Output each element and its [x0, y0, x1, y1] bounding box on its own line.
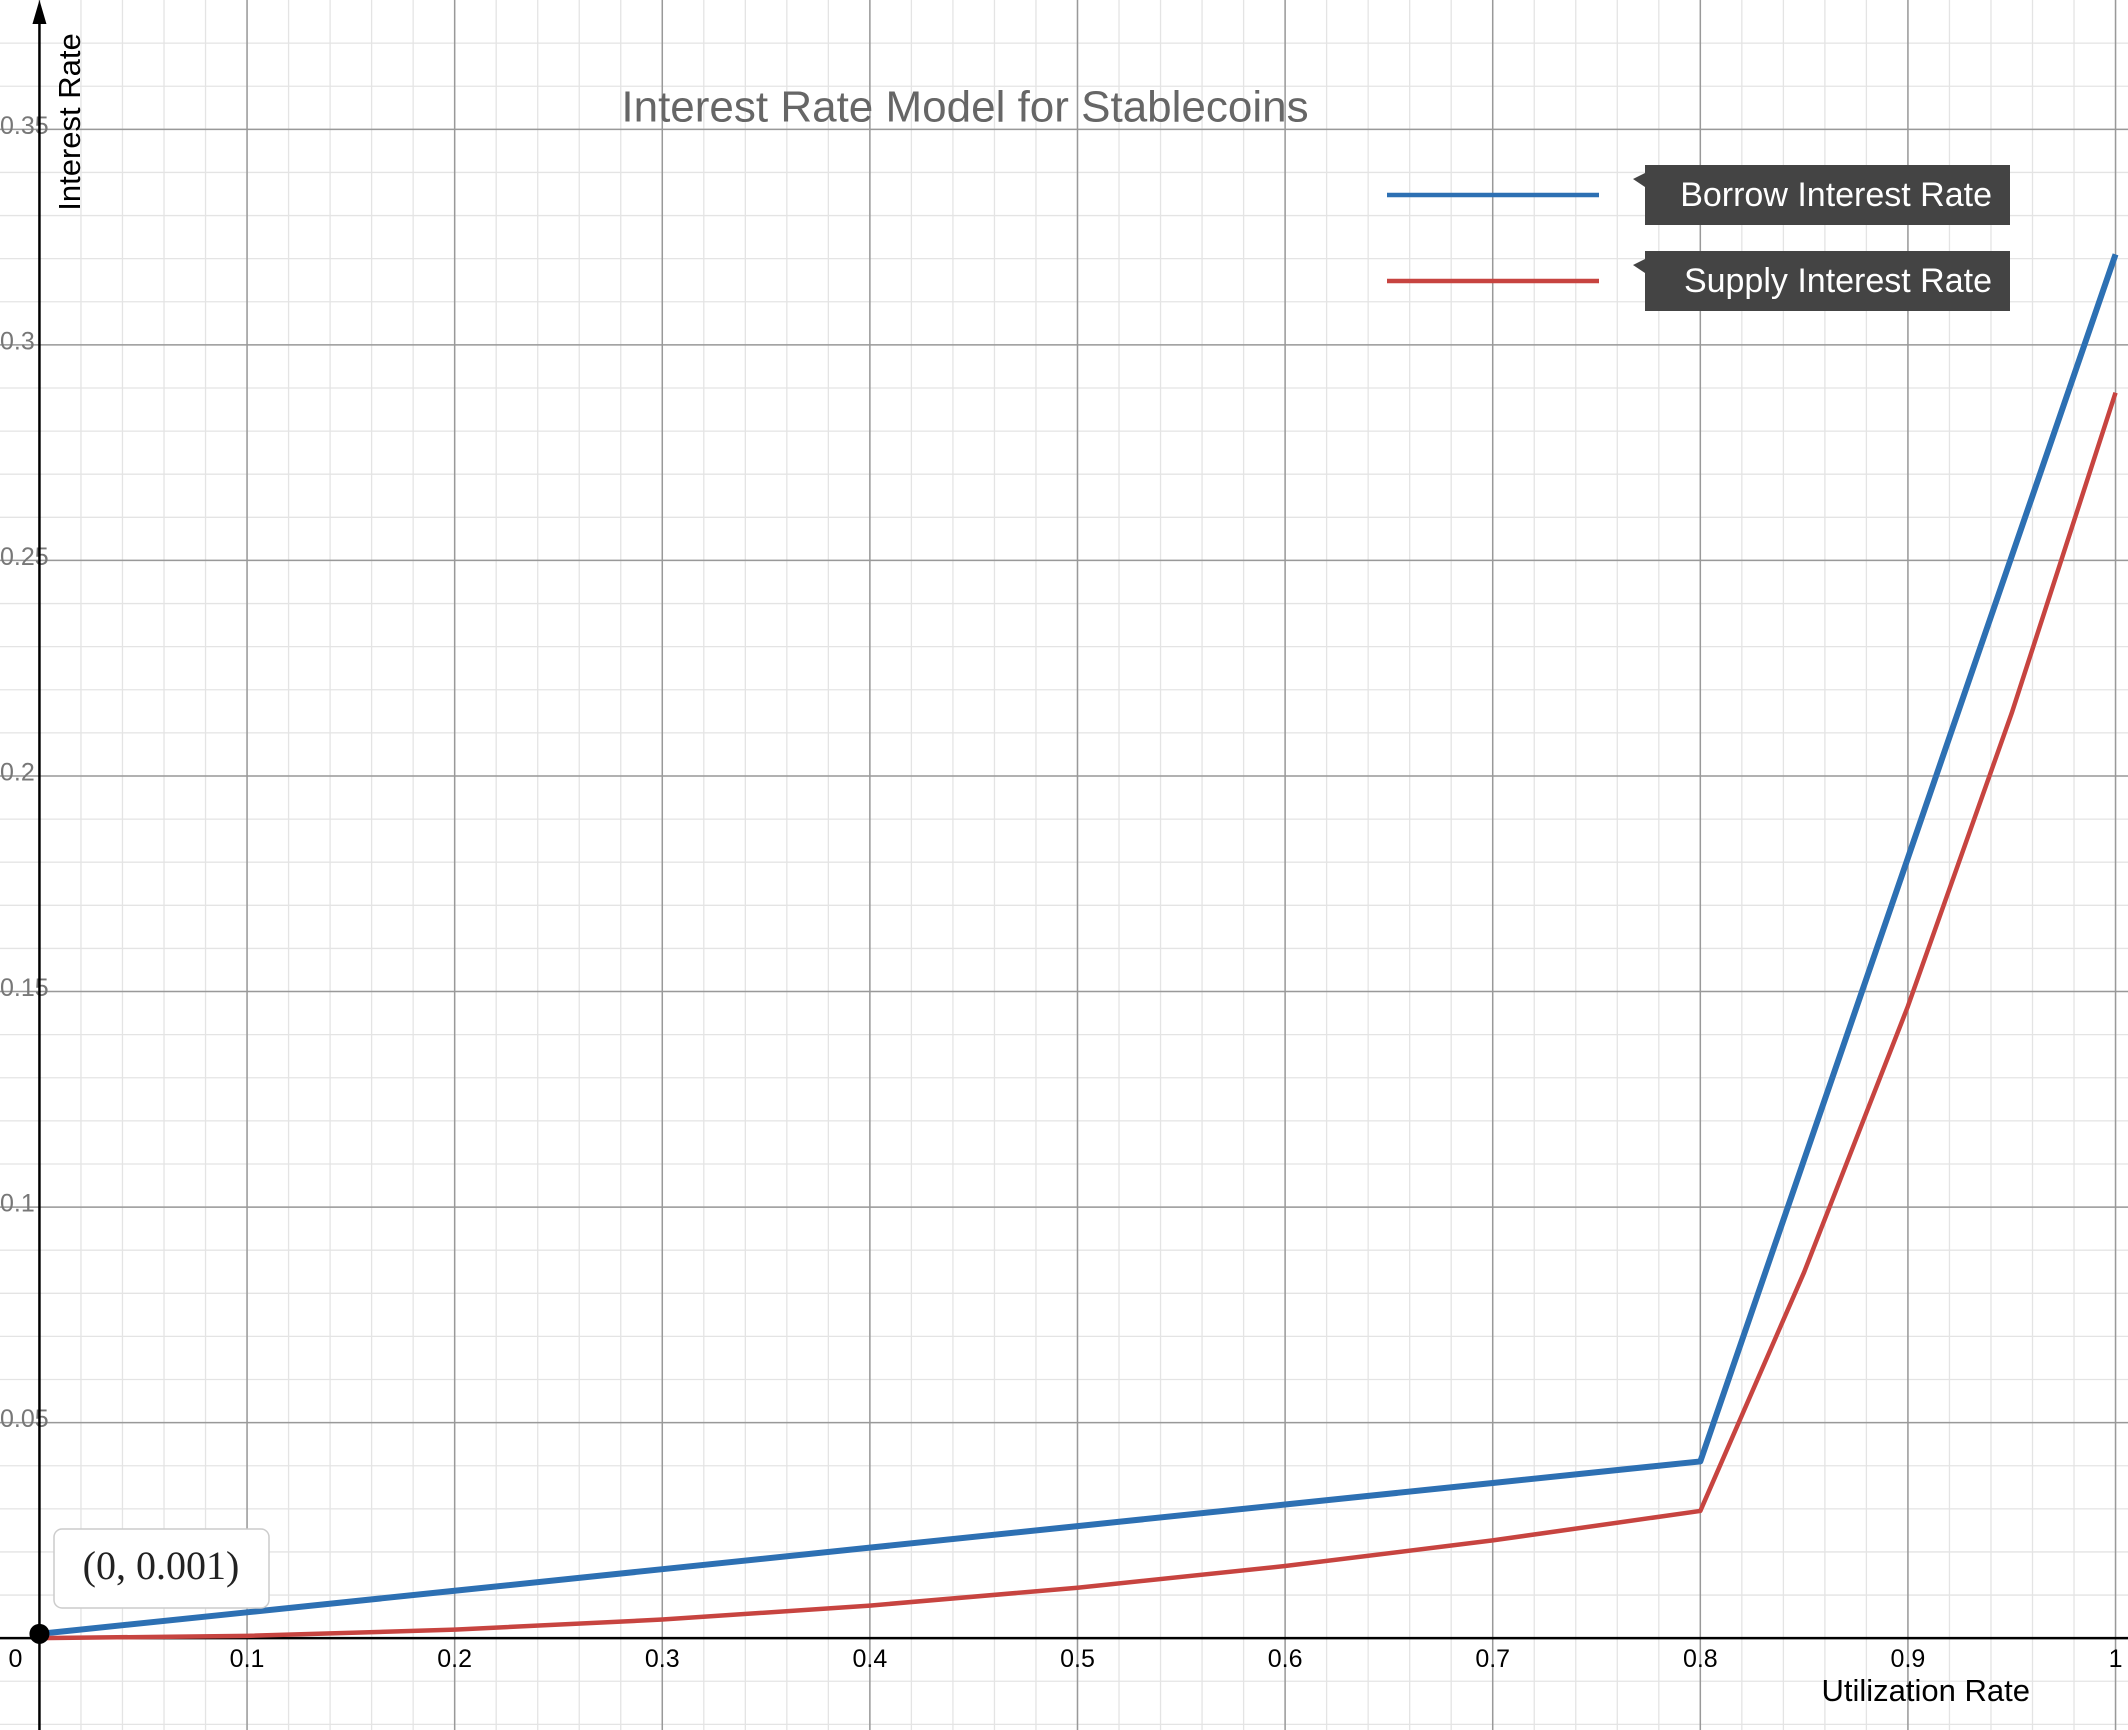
legend-box — [1633, 251, 2010, 311]
series-line — [39, 392, 2118, 1641]
y-tick-label: 0.1 — [0, 1190, 35, 1218]
annotation-point — [29, 1623, 50, 1644]
x-tick-label: 0.6 — [1268, 1645, 1303, 1673]
x-tick-label: 0.9 — [1891, 1645, 1926, 1673]
y-tick-label: 0.05 — [0, 1405, 49, 1433]
legend-box — [1633, 165, 2010, 225]
y-tick-label: 0.35 — [0, 112, 49, 140]
annotation-label: (0, 0.001) — [83, 1543, 240, 1588]
y-axis-label: Interest Rate — [52, 33, 87, 210]
x-tick-label: 0.7 — [1475, 1645, 1510, 1673]
annotation-box — [53, 1528, 270, 1609]
y-tick-label: 0.3 — [0, 327, 35, 355]
y-tick-label: 0.15 — [0, 974, 49, 1002]
x-tick-label: 0.3 — [645, 1645, 680, 1673]
x-tick-label: 0.5 — [1060, 1645, 1095, 1673]
x-tick-label: 0.2 — [437, 1645, 472, 1673]
x-tick-label: 1 — [2109, 1645, 2123, 1673]
y-tick-label: 0.2 — [0, 759, 35, 787]
y-tick-label: 0.25 — [0, 543, 49, 571]
x-tick-label: 0.4 — [853, 1645, 888, 1673]
x-axis-label: Utilization Rate — [1822, 1673, 2030, 1708]
series-line — [39, 253, 2119, 1637]
x-tick-label: 0.8 — [1683, 1645, 1718, 1673]
chart-title: Interest Rate Model for Stablecoins — [621, 83, 1308, 132]
x-tick-label: 0.1 — [230, 1645, 265, 1673]
legend-label: Borrow Interest Rate — [1680, 176, 1992, 214]
x-tick-label: 0 — [8, 1645, 22, 1673]
legend-label: Supply Interest Rate — [1684, 262, 1992, 300]
y-axis-arrow — [32, 0, 47, 24]
